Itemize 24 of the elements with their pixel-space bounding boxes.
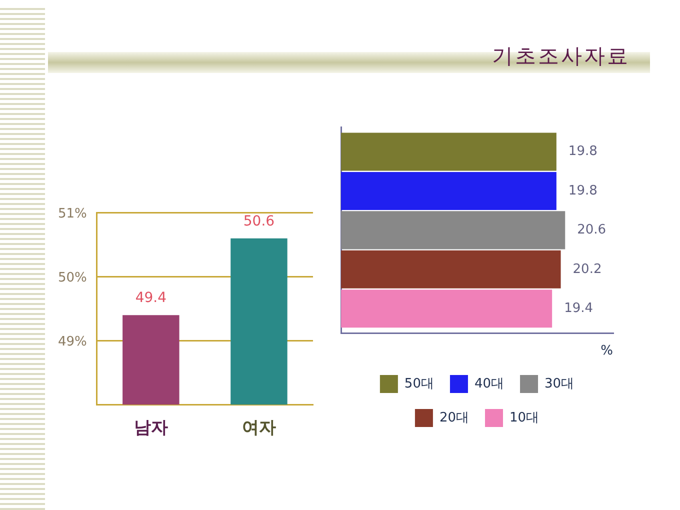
y-tick-label: 51% [58,206,87,222]
bar [341,132,556,171]
x-axis-title: % [600,344,613,359]
bar [341,250,561,288]
legend-label: 20대 [439,410,470,426]
bar [341,172,556,210]
bar [341,290,552,328]
data-label: 19.8 [568,183,598,198]
data-label: 19.8 [568,144,598,160]
x-tick-label: 여자 [242,418,276,438]
data-label: 19.4 [564,301,594,316]
data-label: 20.2 [572,262,602,277]
data-label: 20.6 [577,222,606,238]
legend-label: 40대 [474,376,504,392]
legend-label: 10대 [510,410,540,426]
data-label: 50.6 [243,213,275,230]
chart-title: 기초조사자료 [491,43,630,70]
bar [341,211,566,250]
legend-label: 30대 [544,376,574,392]
legend-label: 50대 [404,376,434,392]
data-label: 49.4 [135,290,167,306]
y-tick-label: 49% [58,334,87,350]
x-tick-label: 남자 [134,418,168,438]
y-tick-label: 50% [58,270,87,286]
